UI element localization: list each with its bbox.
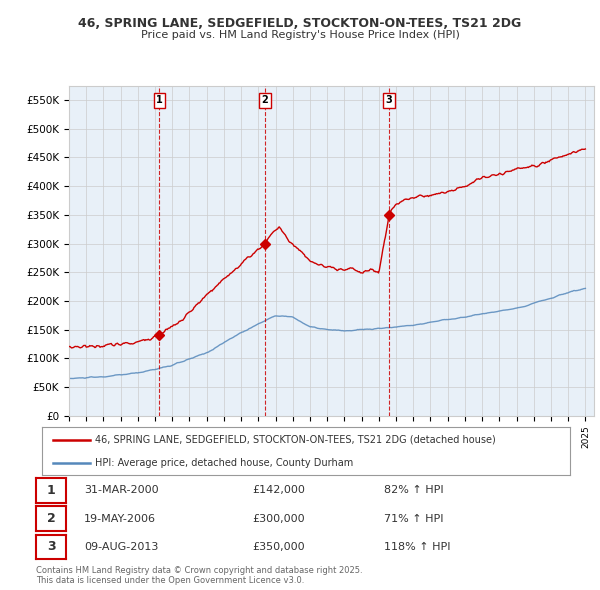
Text: 2: 2 (262, 96, 268, 106)
Text: 46, SPRING LANE, SEDGEFIELD, STOCKTON-ON-TEES, TS21 2DG: 46, SPRING LANE, SEDGEFIELD, STOCKTON-ON… (79, 17, 521, 30)
Text: 2: 2 (47, 512, 55, 525)
Text: 71% ↑ HPI: 71% ↑ HPI (384, 514, 443, 523)
Text: HPI: Average price, detached house, County Durham: HPI: Average price, detached house, Coun… (95, 458, 353, 468)
Text: £300,000: £300,000 (252, 514, 305, 523)
Text: 82% ↑ HPI: 82% ↑ HPI (384, 486, 443, 495)
Text: 31-MAR-2000: 31-MAR-2000 (84, 486, 158, 495)
Text: 118% ↑ HPI: 118% ↑ HPI (384, 542, 451, 552)
Text: £350,000: £350,000 (252, 542, 305, 552)
Text: 09-AUG-2013: 09-AUG-2013 (84, 542, 158, 552)
Text: Price paid vs. HM Land Registry's House Price Index (HPI): Price paid vs. HM Land Registry's House … (140, 30, 460, 40)
Text: 19-MAY-2006: 19-MAY-2006 (84, 514, 156, 523)
Text: 3: 3 (47, 540, 55, 553)
Text: 1: 1 (47, 484, 55, 497)
Text: 3: 3 (386, 96, 392, 106)
Text: £142,000: £142,000 (252, 486, 305, 495)
Text: Contains HM Land Registry data © Crown copyright and database right 2025.
This d: Contains HM Land Registry data © Crown c… (36, 566, 362, 585)
Text: 46, SPRING LANE, SEDGEFIELD, STOCKTON-ON-TEES, TS21 2DG (detached house): 46, SPRING LANE, SEDGEFIELD, STOCKTON-ON… (95, 435, 496, 445)
Text: 1: 1 (156, 96, 163, 106)
